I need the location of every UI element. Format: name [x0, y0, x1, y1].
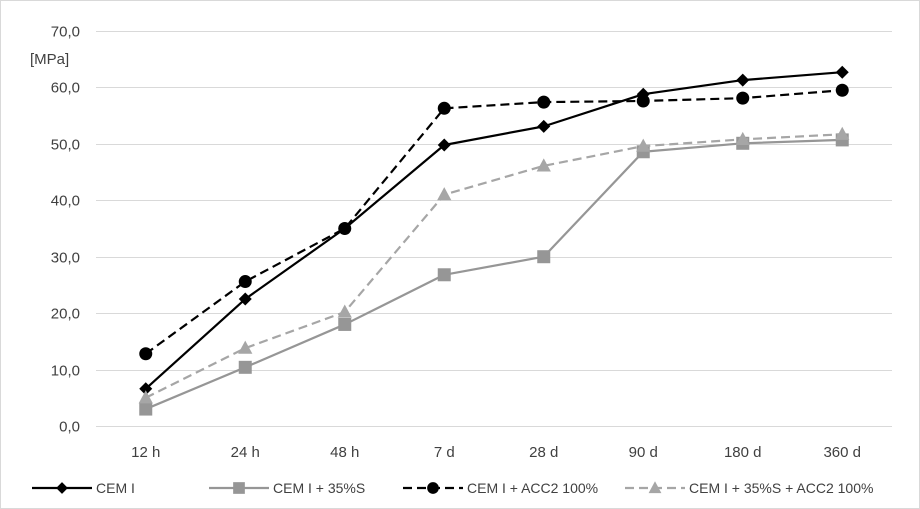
data-point	[537, 95, 551, 109]
y-tick-label: 50,0	[51, 137, 80, 154]
legend-label: CEM I + 35%S + ACC2 100%	[689, 480, 873, 496]
x-tick-label: 360 d	[823, 444, 861, 461]
y-tick-label: 40,0	[51, 193, 80, 210]
data-point	[139, 382, 153, 396]
y-tick-label: 30,0	[51, 250, 80, 267]
series-lines	[138, 65, 850, 416]
x-tick-label: 12 h	[131, 444, 160, 461]
data-point	[238, 340, 253, 354]
data-point	[736, 91, 750, 105]
legend-marker	[648, 481, 662, 494]
data-point	[537, 119, 551, 133]
data-point	[536, 158, 551, 172]
data-point	[139, 402, 153, 416]
data-point	[338, 222, 352, 235]
data-point	[337, 304, 352, 318]
x-tick-label: 90 d	[629, 444, 658, 461]
data-point	[338, 317, 352, 331]
data-point	[736, 73, 750, 87]
data-point	[238, 275, 252, 289]
data-point	[735, 131, 750, 145]
data-point	[835, 83, 849, 97]
y-tick-label: 20,0	[51, 306, 80, 323]
series-line	[145, 71, 843, 390]
y-tick-label: 70,0	[51, 24, 80, 41]
data-point	[437, 187, 452, 201]
data-point	[238, 360, 252, 374]
series-line	[145, 89, 843, 355]
y-tick-label: 60,0	[51, 80, 80, 97]
legend-label: CEM I	[96, 480, 135, 496]
legend-marker	[233, 482, 245, 494]
series-cem-i-35-s	[139, 133, 849, 416]
data-point	[537, 250, 551, 264]
x-tick-label: 28 d	[529, 444, 558, 461]
legend-item: CEM I + ACC2 100%	[403, 480, 598, 496]
series-line	[145, 133, 843, 399]
legend: CEM I CEM I + 35%S CEM I + ACC2 100% CEM I …	[32, 480, 873, 496]
data-point	[138, 390, 153, 404]
data-point	[835, 65, 849, 79]
x-tick-label: 48 h	[330, 444, 359, 461]
data-point	[636, 138, 651, 152]
x-tick-label: 7 d	[434, 444, 455, 461]
data-point	[238, 292, 252, 306]
legend-label: CEM I + 35%S	[273, 480, 365, 496]
legend-item: CEM I + 35%S	[209, 480, 365, 496]
legend-label: CEM I + ACC2 100%	[467, 480, 598, 496]
y-tick-label: 10,0	[51, 363, 80, 380]
legend-item: CEM I + 35%S + ACC2 100%	[625, 480, 873, 496]
data-point	[139, 347, 153, 361]
x-tick-label: 180 d	[724, 444, 762, 461]
data-point	[636, 94, 650, 108]
x-tick-label: 24 h	[231, 444, 260, 461]
gridlines	[96, 31, 892, 427]
legend-marker	[56, 482, 68, 494]
legend-item: CEM I	[32, 480, 135, 496]
y-axis-tick-labels: 0,0 10,0 20,0 30,0 40,0 50,0 60,0 70,0	[51, 24, 80, 436]
series-cem-i-acc2-100	[139, 83, 849, 361]
x-axis-tick-labels: 12 h 24 h 48 h 7 d 28 d 90 d 180 d 360 d	[131, 444, 861, 461]
legend-marker	[427, 482, 439, 494]
data-point	[437, 268, 451, 282]
series-cem-i-35-s-acc2-100	[138, 126, 850, 404]
series-line	[145, 138, 843, 411]
y-tick-label: 0,0	[59, 419, 80, 436]
data-point	[437, 138, 451, 152]
y-axis-unit-label: [MPa]	[30, 51, 69, 68]
data-point	[835, 126, 850, 140]
data-point	[437, 101, 451, 115]
